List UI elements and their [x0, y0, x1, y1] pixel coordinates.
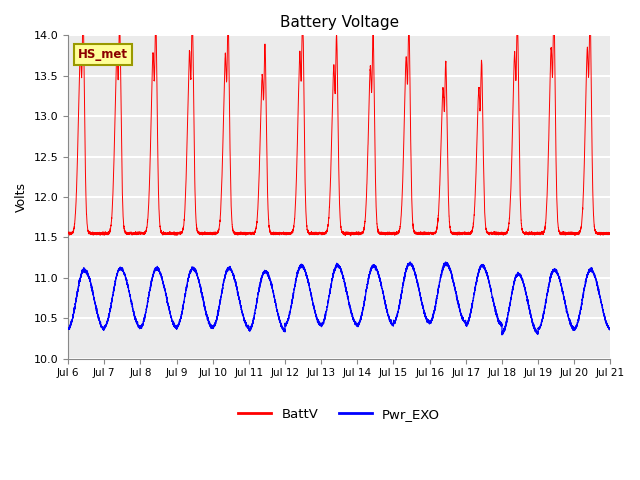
- Y-axis label: Volts: Volts: [15, 182, 28, 212]
- Text: HS_met: HS_met: [78, 48, 128, 61]
- Title: Battery Voltage: Battery Voltage: [280, 15, 399, 30]
- Legend: BattV, Pwr_EXO: BattV, Pwr_EXO: [233, 403, 445, 426]
